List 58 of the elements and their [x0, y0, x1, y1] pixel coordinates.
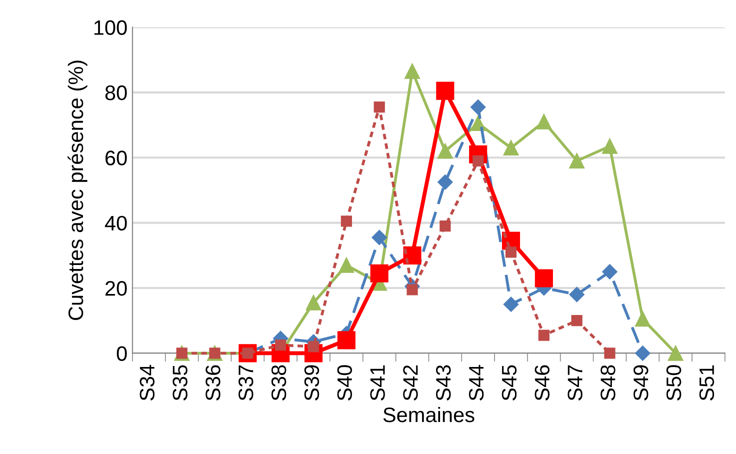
point	[306, 295, 322, 310]
point	[602, 264, 618, 280]
x-tick-label: S39	[304, 365, 320, 400]
x-tick-label: S50	[666, 365, 682, 400]
point	[604, 348, 616, 359]
point	[470, 100, 486, 115]
x-tick-label: S47	[568, 365, 582, 400]
point	[534, 269, 553, 288]
point	[340, 216, 352, 227]
x-tick-label: S34	[140, 364, 155, 400]
x-tick-label: S41	[370, 365, 385, 400]
point	[668, 346, 684, 361]
point	[569, 286, 584, 302]
point	[275, 340, 286, 351]
point	[440, 220, 451, 232]
point	[635, 346, 650, 361]
y-tick-label: 40	[104, 216, 127, 231]
x-tick-label: S36	[206, 365, 220, 400]
point	[372, 230, 387, 246]
x-tick-label: S46	[534, 365, 550, 400]
point	[536, 114, 552, 130]
y-tick-label: 100	[94, 20, 127, 35]
point	[370, 264, 388, 282]
point	[438, 174, 453, 190]
x-tick-label: S43	[436, 365, 451, 400]
x-tick-label: S35	[172, 365, 188, 400]
x-tick-label: S51	[699, 365, 714, 400]
point	[569, 153, 584, 169]
x-tick-label: S37	[238, 365, 254, 400]
x-tick-label: S45	[502, 365, 517, 400]
x-tick-label: S49	[634, 365, 648, 400]
point	[436, 82, 454, 100]
point	[337, 331, 356, 350]
y-axis-title: Cuvettes avec présence (%)	[68, 60, 88, 320]
point	[308, 341, 320, 352]
y-tick-label: 80	[105, 85, 127, 100]
point	[374, 102, 385, 113]
point	[571, 315, 582, 326]
y-tick-label: 60	[106, 150, 127, 166]
point	[438, 143, 453, 159]
x-tick-label: S44	[468, 364, 484, 400]
point	[538, 330, 550, 341]
point	[503, 140, 519, 156]
point	[503, 296, 519, 312]
y-tick-label: 0	[116, 346, 127, 361]
x-tick-label: S48	[600, 365, 616, 400]
y-tick-label: 20	[105, 281, 127, 296]
point	[505, 246, 517, 258]
point	[472, 155, 484, 166]
point	[602, 138, 618, 154]
x-tick-label: S38	[271, 365, 286, 400]
x-tick-label: S42	[403, 365, 418, 400]
x-tick-label: S40	[337, 365, 352, 400]
x-axis-title: Semaines	[383, 406, 474, 422]
point	[406, 284, 418, 296]
point	[404, 64, 420, 79]
point	[635, 311, 650, 327]
point	[338, 258, 354, 273]
